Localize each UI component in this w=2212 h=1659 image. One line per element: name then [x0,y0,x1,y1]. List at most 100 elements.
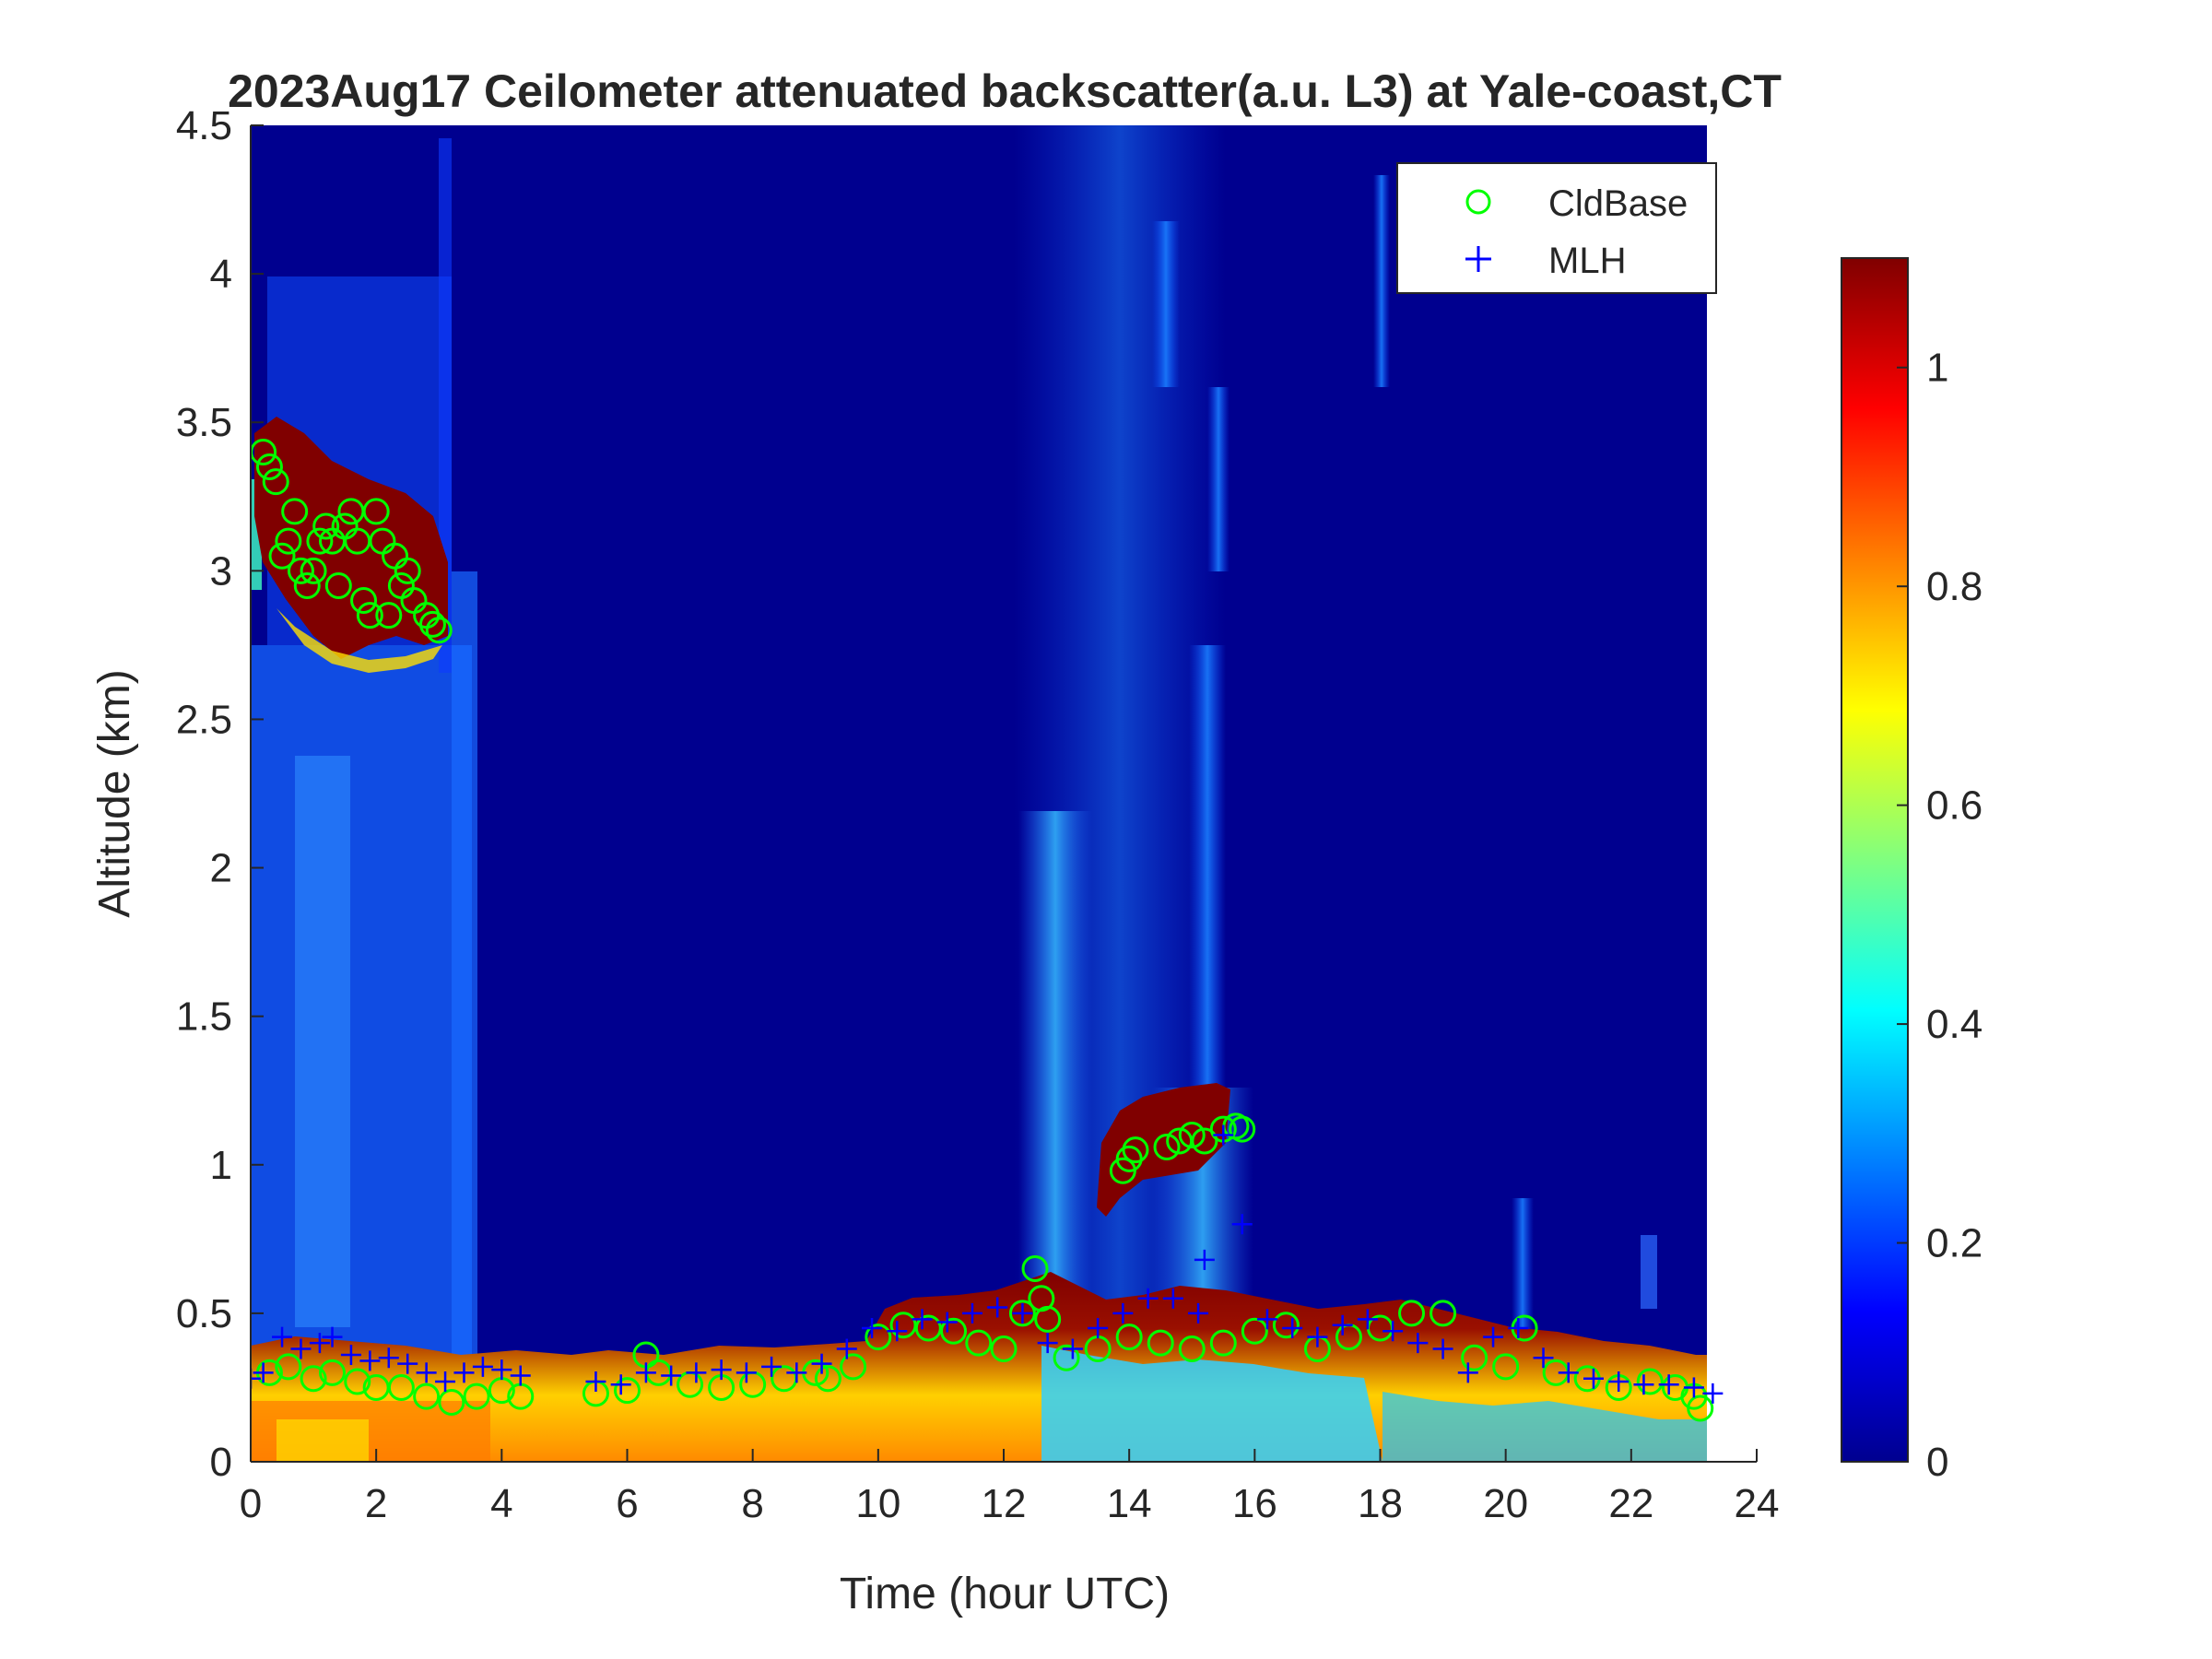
cldbase-point [463,1382,490,1410]
cldbase-point [268,542,296,570]
x-axis-label: Time (hour UTC) [840,1570,1170,1618]
mlh-point [1231,1214,1253,1235]
cldbase-point [1021,1255,1049,1283]
cldbase-point [300,1365,327,1393]
high-cloud-layer [276,608,442,673]
mlh-point [1256,1309,1277,1330]
cldbase-point [889,1312,917,1339]
cldbase-point [1209,1329,1237,1357]
mlh-point [887,1321,908,1342]
mlh-point [1533,1347,1554,1369]
y-tick-label: 0 [210,1440,232,1485]
x-tick-label: 18 [1358,1481,1403,1526]
cirrus-streak [1207,387,1230,571]
mlh-point [251,1368,261,1389]
mlh-point [1702,1382,1724,1404]
mlh-point [340,1345,361,1365]
cldbase-point [1153,1133,1181,1160]
cldbase-point [312,512,340,540]
chart-title: 2023Aug17 Ceilometer attenuated backscat… [228,65,1782,117]
cldbase-point [1115,1324,1143,1351]
cldbase-point [1492,1353,1520,1381]
cldbase-point [375,602,403,629]
mlh-point [1282,1318,1303,1338]
x-tick-label: 22 [1608,1481,1653,1526]
mlh-point [761,1356,782,1377]
cldbase-point [1115,1145,1143,1172]
mlh-point [961,1302,982,1324]
mlh-point [290,1338,312,1359]
cldbase-point [319,1359,347,1386]
cirrus-streak [1373,175,1390,387]
mlh-point [272,1326,293,1347]
cldbase-point [275,527,302,555]
x-tick-label: 14 [1107,1481,1152,1526]
x-tick-label: 2 [365,1481,387,1526]
haze-column [452,571,477,1429]
cldbase-point [1147,1329,1174,1357]
mlh-point [1558,1362,1579,1383]
mlh-point [1457,1362,1478,1383]
mlh-point [1508,1318,1529,1338]
cldbase-point [1122,1136,1149,1164]
cldbase-point [281,498,309,525]
cldbase-point [344,1368,371,1395]
mlh-point [1608,1371,1630,1392]
y-tick-label: 4 [210,252,232,297]
legend: CldBase MLH [1396,162,1717,294]
mlh-point [359,1350,381,1371]
cldbase-point [255,453,283,481]
mlh-point [378,1347,399,1369]
mlh-point [1382,1321,1404,1342]
mlh-point [912,1309,933,1330]
mlh-point [987,1297,1008,1318]
mlh-markers [251,1124,1724,1404]
x-tick-label: 16 [1232,1481,1277,1526]
cirrus-streak [1152,221,1180,387]
y-tick-label: 0.5 [176,1291,232,1336]
mlh-point [1483,1326,1504,1347]
haze-column [295,756,350,1327]
mlh-point [1194,1249,1215,1270]
mlh-point [661,1365,682,1386]
mlh-point [735,1362,757,1383]
y-tick-label: 3.5 [176,400,232,445]
mlh-point [1012,1302,1033,1324]
mlh-point [491,1359,512,1381]
mlh-point [1357,1309,1378,1330]
legend-cldbase-marker [1465,189,1491,215]
cldbase-point [438,1389,465,1417]
cldbase-point [356,602,383,629]
mlh-point [1037,1333,1058,1354]
cldbase-point [965,1329,993,1357]
mlh-point [610,1374,631,1395]
cldbase-point [1272,1312,1300,1339]
cldbase-point [914,1314,942,1342]
mlh-point [435,1371,456,1392]
cldbase-point [1053,1344,1080,1371]
mlh-point [510,1365,531,1386]
x-tick-label: 0 [240,1481,262,1526]
mid-cloud [1097,1083,1230,1217]
mlh-point [1137,1288,1159,1309]
legend-mlh-marker [1465,246,1491,272]
cldbase-point [1008,1300,1036,1327]
mlh-point [1583,1368,1604,1389]
cldbase-point [840,1353,867,1381]
cldbase-point [1430,1300,1457,1327]
colorbar-ticks: 0 0.2 0.4 0.6 0.8 1 [1897,346,1983,1485]
cldbase-point [418,610,446,638]
mlh-point [635,1362,656,1383]
x-tick-label: 4 [490,1481,512,1526]
mlh-point [1213,1124,1234,1146]
mlh-point [1432,1338,1453,1359]
cldbase-point [940,1317,968,1345]
mlh-point [1307,1326,1328,1347]
y-tick-label: 2.5 [176,697,232,742]
x-tick-label: 24 [1735,1481,1780,1526]
cldbase-point [425,617,453,644]
cldbase-point [275,1353,302,1381]
surface-hotspot [276,1419,369,1462]
colorbar-tick-label: 0.6 [1926,783,1983,829]
